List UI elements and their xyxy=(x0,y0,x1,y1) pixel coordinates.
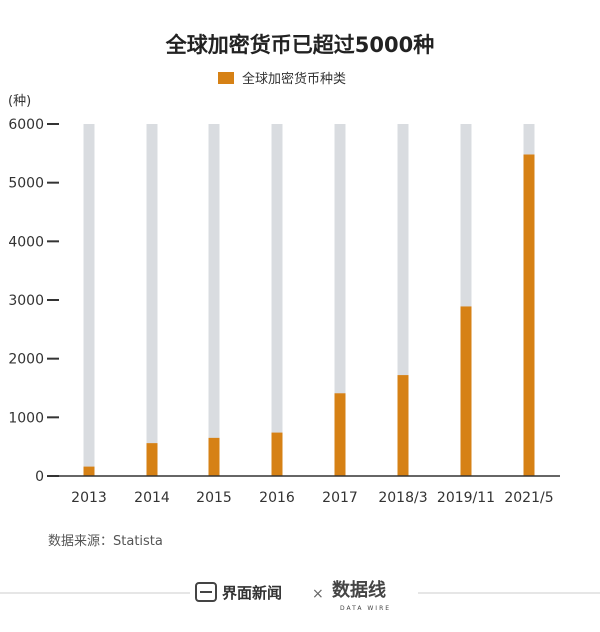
bar-2018/3 xyxy=(397,375,409,476)
separator: × xyxy=(312,586,324,602)
y-tick-label: 1000 xyxy=(8,410,44,426)
y-tick-label: 5000 xyxy=(8,176,44,192)
legend-swatch xyxy=(218,72,234,84)
bars xyxy=(83,154,535,477)
bar-2019/11 xyxy=(460,306,472,476)
x-tick-label: 2016 xyxy=(259,490,295,506)
y-tick-label: 6000 xyxy=(8,117,44,133)
y-axis-unit: (种) xyxy=(8,94,31,109)
x-tick-label: 2014 xyxy=(134,490,170,506)
bar-2013 xyxy=(83,466,95,476)
legend: 全球加密货币种类 xyxy=(218,71,346,87)
x-tick-label: 2015 xyxy=(196,490,232,506)
bar-track xyxy=(271,124,283,476)
chart-title: 全球加密货币已超过5000种 xyxy=(165,33,434,57)
x-tick-label: 2021/5 xyxy=(504,490,553,506)
bar-track xyxy=(208,124,220,476)
x-tick-label: 2018/3 xyxy=(378,490,427,506)
bar-track xyxy=(397,124,409,476)
x-tick-label: 2019/11 xyxy=(437,490,495,506)
bar-2021/5 xyxy=(523,154,535,477)
x-tick-label: 2017 xyxy=(322,490,358,506)
legend-label: 全球加密货币种类 xyxy=(242,71,346,87)
bar-2015 xyxy=(208,437,220,476)
source-note: 数据来源：Statista xyxy=(48,534,163,549)
y-axis: 0 1000 2000 3000 4000 5000 6000 xyxy=(8,117,59,485)
bar-track xyxy=(460,124,472,476)
bar-track xyxy=(334,124,346,476)
y-tick-label: 2000 xyxy=(8,352,44,368)
x-axis: 2013 2014 2015 2016 2017 2018/3 2019/11 2021/5 xyxy=(71,490,553,506)
y-tick-label: 0 xyxy=(35,469,44,485)
bar-2017 xyxy=(334,393,346,476)
x-tick-label: 2013 xyxy=(71,490,107,506)
bar-track xyxy=(83,124,95,476)
partner-logo-sub: DATA WIRE xyxy=(340,605,391,612)
bar-2016 xyxy=(271,432,283,476)
brand-name: 界面新闻 xyxy=(222,584,282,602)
y-tick-label: 4000 xyxy=(8,234,44,250)
footer: 界面新闻 × 数据线 DATA WIRE xyxy=(0,579,600,612)
y-tick-label: 3000 xyxy=(8,293,44,309)
partner-logo: 数据线 xyxy=(332,579,386,601)
bar-track xyxy=(146,124,158,476)
brand-logo-icon xyxy=(195,582,217,602)
bar-2014 xyxy=(146,443,158,476)
